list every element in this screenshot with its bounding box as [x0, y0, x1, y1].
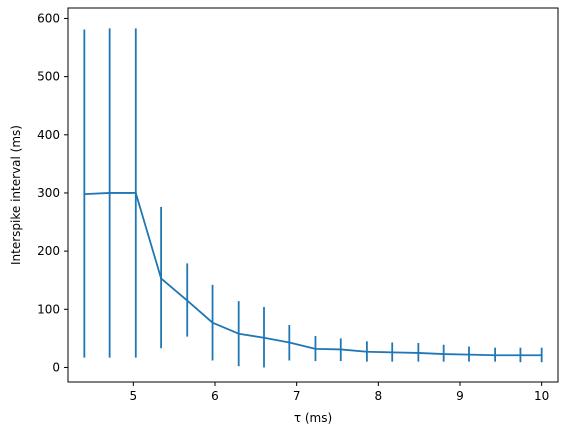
y-tick-label: 600: [37, 11, 60, 25]
data-point: [417, 352, 420, 354]
x-tick-label: 10: [534, 389, 549, 403]
data-point: [263, 336, 265, 339]
y-tick-label: 0: [52, 360, 60, 374]
y-tick-label: 100: [37, 302, 60, 316]
y-tick-label: 300: [37, 186, 60, 200]
data-point: [339, 348, 342, 351]
data-point: [237, 332, 240, 335]
data-point: [108, 192, 111, 194]
data-point: [160, 277, 163, 280]
y-tick-label: 200: [37, 244, 60, 258]
x-tick-label: 7: [293, 389, 301, 403]
data-point: [519, 354, 522, 357]
data-point: [442, 353, 445, 355]
plot-area-frame: [67, 7, 559, 383]
x-tick-label: 5: [130, 389, 138, 403]
y-axis-label: Interspike interval (ms): [9, 125, 23, 265]
data-point: [288, 341, 291, 344]
x-tick-label: 6: [211, 389, 219, 403]
data-point: [391, 351, 394, 354]
data-point: [314, 347, 317, 350]
x-tick-label: 8: [375, 389, 383, 403]
data-point: [134, 192, 137, 194]
data-point: [366, 350, 368, 353]
data-point: [540, 354, 543, 357]
data-point: [468, 353, 470, 356]
data-point: [494, 354, 497, 357]
data-point: [83, 193, 86, 196]
x-axis-label: τ (ms): [294, 411, 332, 425]
data-point: [186, 299, 189, 302]
y-tick-label: 500: [37, 70, 60, 84]
series-layer: [83, 28, 543, 368]
y-tick-label: 400: [37, 128, 60, 142]
data-point: [211, 321, 214, 324]
x-tick-label: 9: [456, 389, 464, 403]
